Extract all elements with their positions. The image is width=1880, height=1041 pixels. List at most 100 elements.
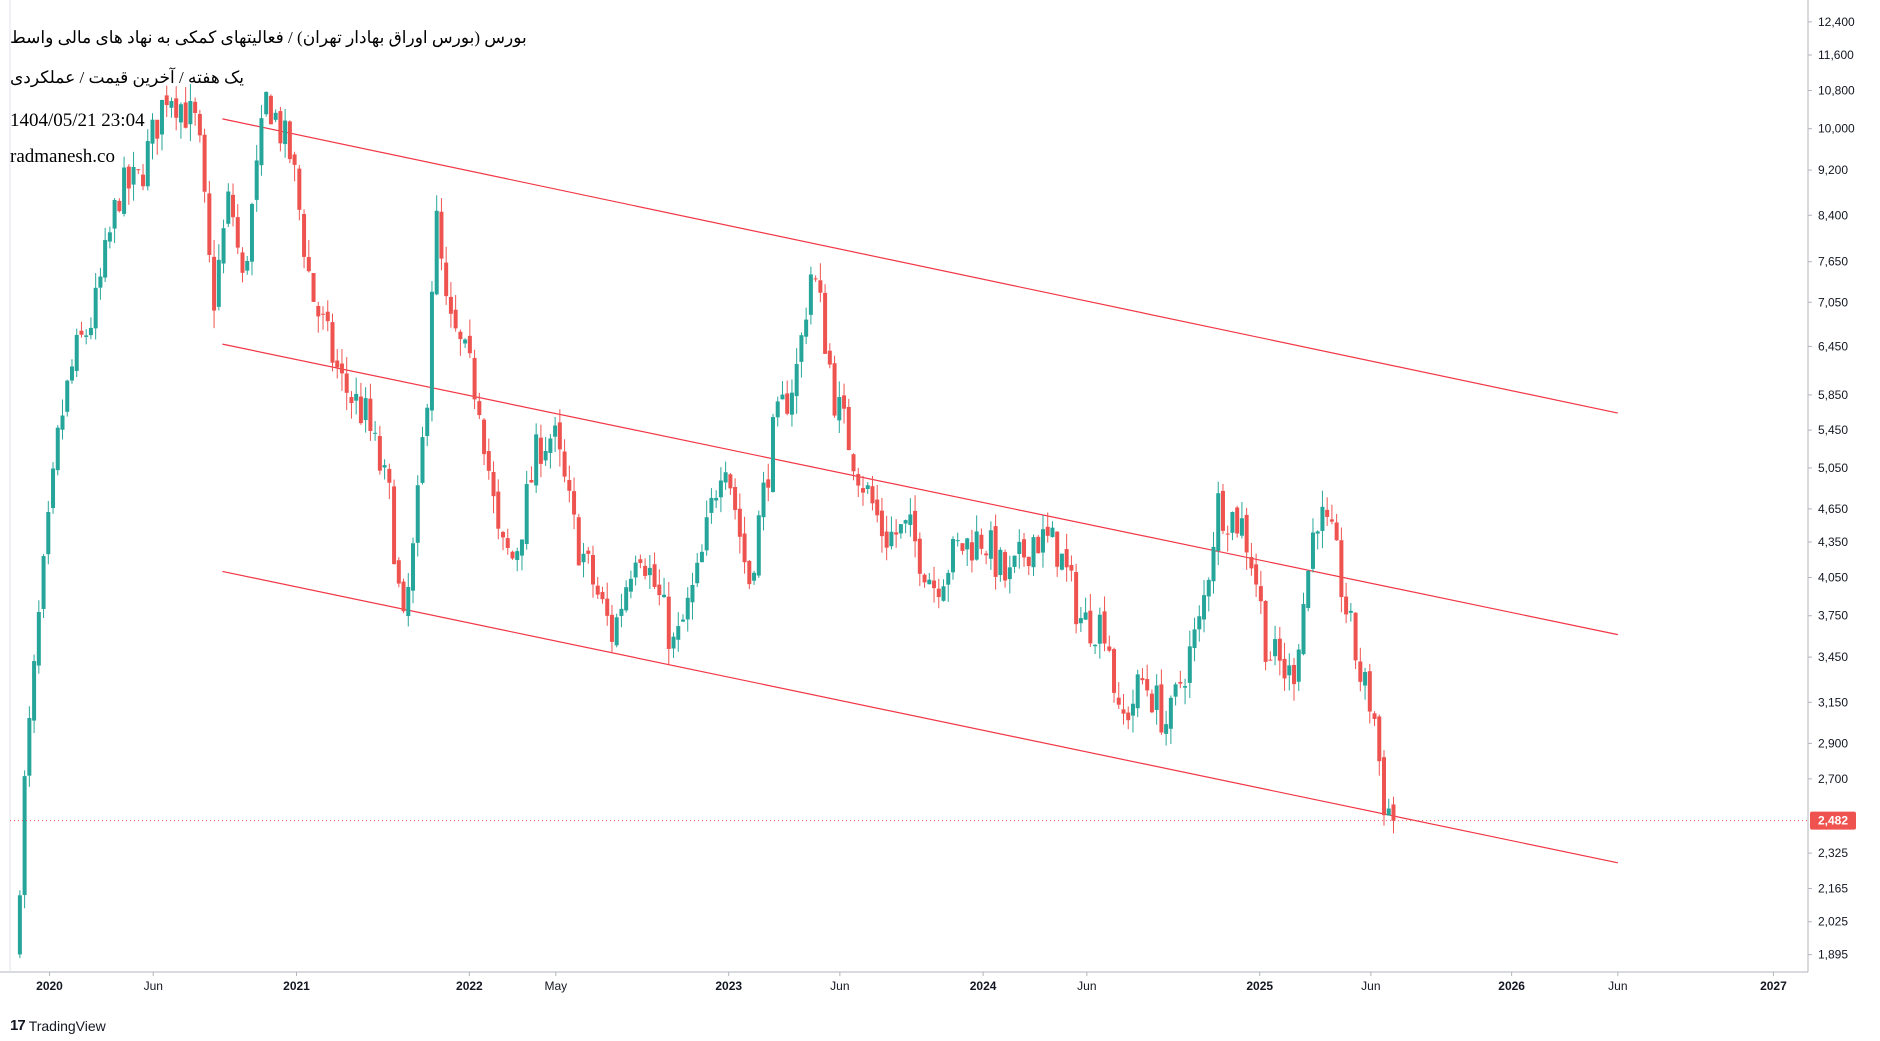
candle [965, 537, 970, 566]
candle-body [1268, 659, 1273, 661]
candle [519, 539, 524, 571]
candle [846, 398, 851, 451]
candle-body [676, 626, 681, 640]
candle [458, 329, 463, 356]
y-tick-label: 5,850 [1818, 388, 1848, 402]
candle [249, 202, 254, 276]
candle-body [827, 350, 832, 365]
candle-body [1310, 532, 1315, 569]
candle [1164, 710, 1169, 746]
candle-body [823, 292, 828, 354]
candle-body [268, 95, 273, 125]
candle-body [202, 134, 207, 192]
candle-body [538, 437, 543, 464]
candle [913, 495, 918, 558]
candle [1197, 605, 1202, 642]
candle [600, 586, 605, 604]
candle [605, 582, 610, 626]
y-tick-label: 2,165 [1818, 882, 1848, 896]
candle-body [1220, 490, 1225, 531]
candle-body [572, 491, 577, 515]
candle [84, 329, 89, 345]
candle-body [510, 551, 515, 559]
candle [448, 282, 453, 328]
x-tick-label: 2022 [456, 979, 483, 993]
price-axis[interactable]: 12,400 11,600 10,800 10,000 9,200 8,400 7,650 7… [1808, 15, 1855, 962]
candle-body [117, 200, 122, 212]
candle [884, 515, 889, 561]
candle-body [946, 572, 951, 585]
brand-name: TradingView [28, 1017, 106, 1034]
candle-body [1292, 664, 1297, 685]
candle [581, 542, 586, 578]
candle-body [685, 597, 690, 620]
candle-body [979, 534, 984, 549]
candle-body [396, 560, 401, 584]
candle [1230, 511, 1235, 541]
y-tick-label: 3,150 [1818, 695, 1848, 709]
candle-body [1149, 693, 1154, 713]
candle-body [586, 550, 591, 554]
candle-body [1017, 541, 1022, 554]
candle [690, 572, 695, 620]
candle [903, 519, 908, 534]
candle-body [1055, 531, 1060, 567]
candle [1206, 577, 1211, 612]
tradingview-brand[interactable]: 17 TradingView [10, 1017, 106, 1034]
candle [543, 437, 548, 466]
candle [472, 349, 477, 410]
candle [950, 536, 955, 580]
candle-body [927, 579, 932, 585]
candle-body [1026, 556, 1031, 567]
candle-body [1168, 697, 1173, 729]
candle-body [666, 596, 671, 649]
candle [1254, 553, 1259, 597]
candle [534, 423, 539, 493]
candle [1088, 593, 1093, 647]
candle [789, 379, 794, 427]
candle-body [472, 357, 477, 400]
candle [870, 475, 875, 511]
candle-body [543, 450, 548, 461]
candle [1268, 651, 1273, 661]
time-axis[interactable]: 2020 Jun 2021 2022 May 2023 Jun 2024 Jun 2025 Jun 2… [36, 972, 1787, 993]
x-tick-label: 2020 [36, 979, 63, 993]
trendlines [222, 118, 1618, 864]
candle-body [747, 560, 752, 585]
x-tick-label: 2027 [1760, 979, 1787, 993]
candle [1074, 563, 1079, 634]
candle [562, 439, 567, 483]
candle-body [1126, 712, 1131, 721]
candle-body [411, 543, 416, 591]
candle-body [401, 581, 406, 612]
candle [832, 355, 837, 418]
candle [766, 463, 771, 502]
candle [1225, 525, 1230, 552]
candle [1126, 706, 1131, 730]
candle [747, 560, 752, 590]
candle [1173, 682, 1178, 706]
candle [680, 614, 685, 623]
candle [1064, 533, 1069, 582]
candle-body [652, 564, 657, 587]
candle [226, 183, 231, 228]
candle [51, 462, 56, 514]
candle-body [1192, 629, 1197, 649]
candle [193, 97, 198, 126]
candle [1012, 555, 1017, 573]
candle [1135, 669, 1140, 718]
candle [718, 467, 723, 513]
candle [524, 470, 529, 550]
candle [316, 301, 321, 333]
candle [107, 226, 112, 249]
candle-body [60, 415, 65, 430]
candle-body [463, 339, 468, 344]
candle [1244, 507, 1249, 570]
candle [321, 306, 326, 330]
candle-body [1183, 686, 1188, 688]
candle [666, 582, 671, 665]
candle-body [1273, 639, 1278, 657]
candle-body [434, 210, 439, 295]
candle [287, 120, 292, 164]
